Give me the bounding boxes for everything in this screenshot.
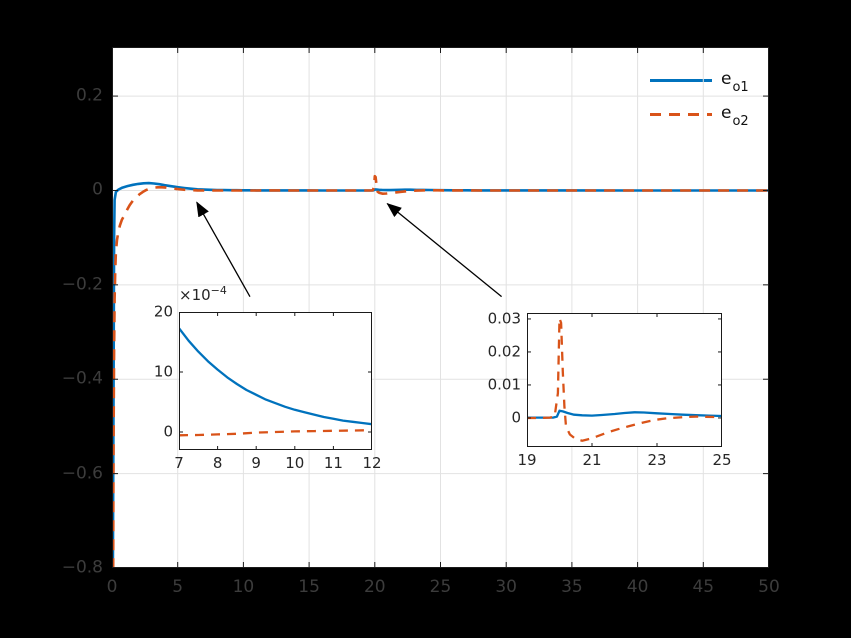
x-tick-label: 0: [106, 577, 118, 597]
x-tick-label: 50: [758, 577, 780, 597]
x-tick-label: 7: [174, 454, 184, 472]
y-tick-label: 0.03: [487, 309, 521, 328]
y-tick-label: 10: [153, 362, 173, 381]
y-tick-label: −0.4: [61, 368, 103, 389]
y-tick-label: −0.2: [61, 274, 103, 295]
x-tick-label: 45: [692, 577, 715, 597]
x-tick-label: 15: [298, 577, 320, 597]
main-plot: [112, 47, 769, 568]
x-tick-label: 10: [285, 454, 305, 472]
e_o1-line: [179, 327, 372, 426]
legend-label-eo2: eo2: [721, 102, 749, 130]
y-axis-exponent-label: ×10−4: [179, 284, 227, 304]
y-tick-label: 0.01: [487, 375, 521, 394]
y-tick-label: −0.6: [61, 463, 103, 484]
inset-axes-left: ×10−4 7 8 9 10 11 12 0 10 20: [154, 285, 382, 471]
legend: eo1 eo2: [650, 68, 749, 130]
inset1-plot: [179, 312, 372, 450]
y-tick-label: 0: [511, 408, 521, 427]
x-tick-label: 5: [172, 577, 184, 597]
y-tick-label: −0.8: [61, 557, 103, 578]
legend-label-eo1: eo1: [721, 68, 749, 96]
inset-axes-right: 19 21 23 25 0 0.01 0.02 0.03: [488, 311, 732, 468]
y-tick-label: 0.02: [487, 342, 521, 361]
x-tick-label: 40: [626, 577, 649, 597]
annotation-arrow: [386, 203, 503, 298]
legend-line-sample-eo1: [650, 79, 712, 82]
legend-item-eo2: eo2: [650, 102, 749, 130]
e_o1-line: [527, 409, 722, 419]
x-tick-label: 20: [363, 577, 386, 597]
x-tick-label: 23: [647, 451, 667, 469]
x-tick-label: 25: [712, 451, 732, 469]
x-tick-label: 11: [323, 454, 343, 472]
legend-item-eo1: eo1: [650, 68, 749, 96]
axes-box: [179, 312, 372, 450]
x-tick-label: 35: [561, 577, 583, 597]
axes-box: [112, 47, 769, 568]
e_o2-line: [179, 429, 372, 437]
e_o2-line: [527, 317, 722, 442]
x-tick-label: 10: [232, 577, 255, 597]
x-tick-label: 21: [582, 451, 602, 469]
y-tick-label: 20: [153, 302, 173, 321]
x-tick-label: 19: [517, 451, 537, 469]
legend-line-sample-eo2: [650, 113, 712, 116]
y-tick-label: 0.2: [75, 85, 103, 106]
main-axes: eo1 eo2 0 5 10 15 20 25 30 35 40 45 50 0.2 0 −0.2 −0.4…: [62, 47, 780, 596]
y-tick-label: 0: [92, 179, 103, 200]
x-tick-label: 25: [429, 577, 452, 597]
x-tick-label: 8: [212, 454, 223, 472]
e_o2-line: [112, 174, 769, 568]
x-tick-label: 12: [362, 454, 382, 472]
annotation-arrow: [196, 201, 251, 297]
x-tick-label: 9: [251, 454, 261, 472]
inset2-plot: [527, 313, 722, 447]
y-tick-label: 0: [163, 422, 173, 441]
x-tick-label: 30: [495, 577, 518, 597]
axes-box: [527, 313, 722, 447]
